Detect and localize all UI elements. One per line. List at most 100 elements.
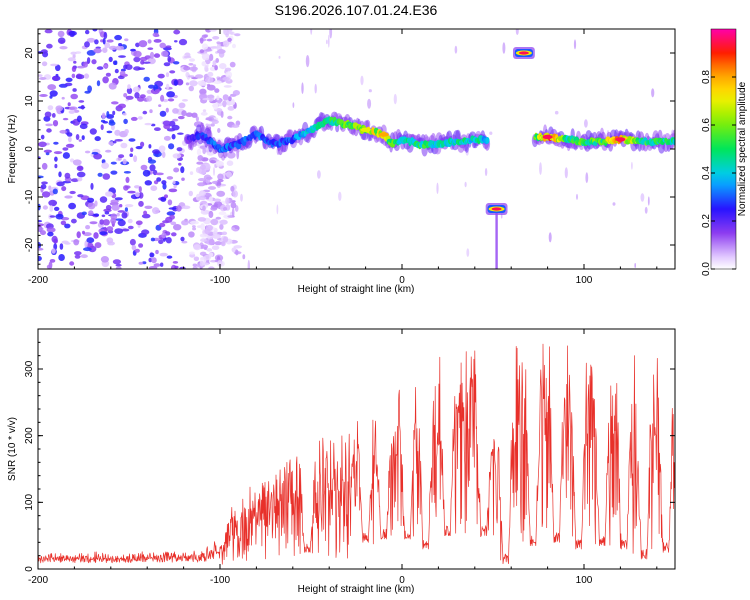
noise-blob — [218, 48, 224, 54]
noise-blob — [62, 147, 69, 151]
noise-blob — [178, 102, 186, 109]
noise-streak — [326, 39, 328, 45]
island-peak — [518, 51, 529, 55]
noise-blob — [205, 118, 212, 121]
noise-streak — [436, 182, 439, 194]
colorbar-tick-label: 0.0 — [701, 262, 712, 276]
spectrogram-plot-area — [38, 29, 675, 269]
noise-blob — [71, 218, 77, 224]
noise-blob — [148, 257, 152, 263]
noise-blob — [57, 37, 66, 44]
ridge-right-peak — [542, 134, 553, 140]
noise-blob — [126, 87, 133, 95]
noise-blob — [162, 183, 167, 190]
noise-streak — [539, 162, 542, 175]
noise-blob — [201, 43, 209, 50]
spectrogram-y-tick-label: 20 — [24, 47, 35, 59]
noise-blob — [193, 256, 200, 262]
noise-blob — [211, 245, 220, 250]
noise-streak — [367, 98, 372, 109]
noise-blob — [138, 186, 142, 193]
noise-blob — [217, 260, 223, 267]
noise-blob — [165, 237, 172, 244]
noise-blob — [222, 100, 227, 108]
noise-blob — [68, 106, 78, 111]
noise-streak — [647, 196, 650, 206]
noise-blob — [117, 210, 126, 213]
noise-blob — [176, 78, 184, 86]
noise-blob — [168, 188, 178, 193]
noise-blob — [114, 218, 124, 221]
noise-blob — [141, 213, 151, 219]
noise-blob — [118, 43, 123, 47]
noise-blob — [162, 120, 171, 126]
noise-blob — [144, 180, 152, 186]
noise-blob — [232, 228, 239, 232]
noise-blob — [165, 83, 170, 90]
noise-streak — [515, 29, 519, 35]
colorbar-tick-label: 0.2 — [701, 214, 712, 228]
noise-blob — [69, 190, 76, 195]
noise-blob — [118, 154, 125, 159]
ridge-left-peak — [360, 127, 371, 132]
noise-blob — [46, 264, 53, 269]
noise-streak — [317, 170, 321, 179]
noise-blob — [214, 88, 220, 93]
noise-blob — [125, 176, 130, 183]
noise-blob — [84, 41, 90, 48]
noise-blob — [230, 185, 235, 192]
noise-streak — [278, 55, 281, 59]
snr-x-tick-label: 100 — [576, 575, 593, 586]
noise-blob — [87, 197, 95, 203]
noise-blob — [200, 209, 210, 215]
noise-streak — [688, 220, 690, 230]
noise-blob — [185, 82, 190, 86]
noise-blob — [55, 105, 63, 112]
noise-blob — [106, 111, 110, 118]
noise-streak — [454, 45, 458, 54]
noise-blob — [202, 148, 206, 155]
noise-blob — [212, 60, 217, 67]
noise-blob — [222, 29, 227, 35]
noise-streak — [564, 167, 568, 179]
noise-blob — [114, 34, 122, 41]
noise-blob — [109, 45, 117, 51]
noise-blob — [198, 190, 206, 197]
noise-blob — [93, 153, 102, 160]
noise-blob — [127, 84, 131, 90]
noise-blob — [175, 205, 182, 212]
noise-blob — [148, 144, 152, 149]
noise-blob — [220, 111, 224, 118]
noise-blob — [196, 148, 202, 156]
noise-blob — [89, 128, 97, 135]
noise-blob — [172, 108, 179, 114]
noise-blob — [102, 121, 109, 124]
noise-blob — [181, 110, 187, 117]
noise-blob — [232, 190, 239, 198]
noise-blob — [176, 147, 183, 152]
noise-streak — [651, 88, 655, 98]
noise-blob — [208, 210, 214, 218]
noise-blob — [114, 129, 121, 136]
noise-blob — [147, 159, 157, 164]
noise-blob — [198, 195, 207, 201]
noise-blob — [215, 58, 219, 63]
noise-blob — [147, 39, 152, 44]
colorbar-ticks: 0.0 0.2 0.4 0.6 0.8 — [701, 70, 736, 276]
noise-blob — [83, 61, 88, 68]
noise-blob — [114, 228, 124, 235]
noise-blob — [185, 112, 193, 117]
noise-blob — [43, 149, 53, 153]
ridge-left-peak — [378, 132, 389, 137]
noise-blob — [225, 171, 232, 178]
noise-blob — [219, 223, 224, 230]
snr-y-ticks: 0 100 200 300 — [24, 341, 675, 572]
noise-blob — [201, 262, 210, 266]
noise-blob — [142, 110, 148, 115]
noise-streak — [548, 232, 552, 243]
noise-blob — [88, 210, 94, 216]
noise-blob — [199, 49, 205, 54]
noise-blob — [54, 206, 60, 211]
noise-blob — [232, 43, 236, 49]
